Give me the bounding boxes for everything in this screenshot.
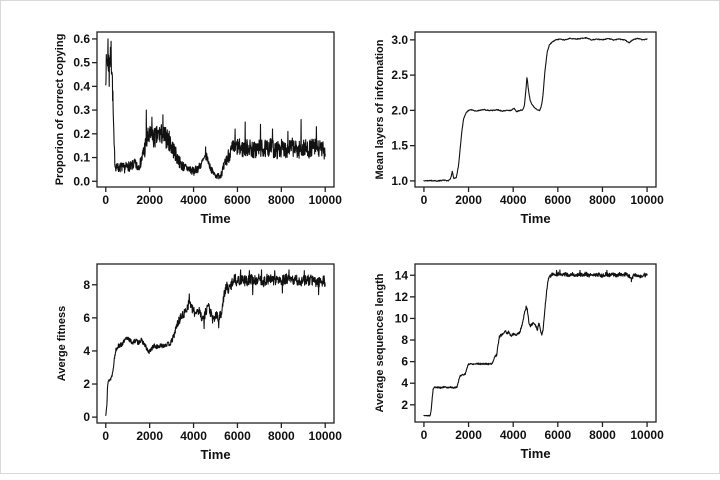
plot-mean-layers-information: 0 2000 4000 6000 8000 10000 1.0 1.5 2.0 2.5 3.0 Tim… [374, 31, 664, 226]
y-tick-label: 3.0 [391, 33, 408, 47]
x-axis-title: Time [200, 211, 230, 226]
y-tick-label: 6 [83, 311, 90, 325]
x-tick-label: 10000 [630, 428, 664, 442]
y-tick-label: 0.0 [73, 174, 90, 188]
x-axis-title: Time [200, 447, 230, 462]
x-axis-title: Time [520, 446, 550, 461]
x-tick-label: 4000 [500, 428, 527, 442]
x-tick-label: 2000 [136, 193, 163, 207]
x-tick-label: 10000 [630, 193, 664, 207]
y-tick-label: 8 [83, 278, 90, 292]
y-axis-title: Mean layers of information [374, 39, 386, 179]
y-tick-label: 6 [401, 355, 408, 369]
plot-frame [414, 31, 657, 188]
y-tick-label: 1.5 [391, 139, 408, 153]
x-tick-label: 6000 [544, 193, 571, 207]
y-tick-label: 10 [395, 311, 409, 325]
y-tick-label: 14 [395, 268, 409, 282]
x-tick-label: 0 [102, 193, 109, 207]
x-tick-label: 2000 [136, 429, 163, 443]
y-tick-label: 2.0 [391, 103, 408, 117]
y-tick-label: 0.2 [73, 127, 90, 141]
series-line [423, 269, 648, 417]
plot-average-sequence-length: 0 2000 4000 6000 8000 10000 2 4 6 8 10 12 14 Time Aver… [374, 263, 664, 461]
x-tick-label: 8000 [589, 428, 616, 442]
y-tick-label: 0.5 [73, 56, 90, 70]
y-tick-label: 8 [401, 333, 408, 347]
y-tick-label: 0.4 [73, 79, 90, 93]
series-line [423, 36, 648, 182]
y-axis-title: Average sequences length [374, 273, 386, 412]
plot-frame [96, 263, 335, 424]
y-tick-label: 2 [83, 377, 90, 391]
x-tick-label: 6000 [224, 193, 251, 207]
plot-average-fitness: 0 2000 4000 6000 8000 10000 0 2 4 6 8 Time Averge fi… [56, 263, 343, 462]
x-tick-label: 8000 [268, 193, 295, 207]
y-tick-label: 0.6 [73, 32, 90, 46]
y-axis-title: Proporion of correct copying [54, 34, 66, 186]
y-tick-label: 2.5 [391, 68, 408, 82]
plot-frame [414, 263, 657, 423]
y-tick-label: 1.0 [391, 174, 408, 188]
x-tick-label: 4000 [500, 193, 527, 207]
y-axis-title: Averge fitness [56, 306, 68, 381]
x-tick-label: 8000 [589, 193, 616, 207]
x-tick-label: 8000 [268, 429, 295, 443]
x-tick-label: 4000 [180, 193, 207, 207]
plot-frame [96, 31, 335, 188]
plot-proportion-correct-copying: 0 2000 4000 6000 8000 10000 0.0 0.1 0.2 0.3 0.4 0.5… [54, 31, 343, 226]
x-tick-label: 2000 [455, 428, 482, 442]
x-tick-label: 6000 [544, 428, 571, 442]
x-tick-label: 10000 [309, 429, 343, 443]
y-tick-label: 0.3 [73, 103, 90, 117]
x-axis-title: Time [520, 211, 550, 226]
y-tick-label: 12 [395, 290, 409, 304]
x-tick-label: 10000 [309, 193, 343, 207]
series-line [105, 38, 326, 180]
x-tick-label: 4000 [180, 429, 207, 443]
x-tick-label: 0 [102, 429, 109, 443]
series-line [105, 269, 326, 416]
y-tick-label: 0.1 [73, 151, 90, 165]
y-tick-label: 0 [83, 410, 90, 424]
x-tick-label: 2000 [455, 193, 482, 207]
y-tick-label: 4 [401, 376, 408, 390]
x-tick-label: 0 [421, 193, 428, 207]
y-tick-label: 2 [401, 398, 408, 412]
x-tick-label: 6000 [224, 429, 251, 443]
x-tick-label: 0 [421, 428, 428, 442]
y-tick-label: 4 [83, 344, 90, 358]
